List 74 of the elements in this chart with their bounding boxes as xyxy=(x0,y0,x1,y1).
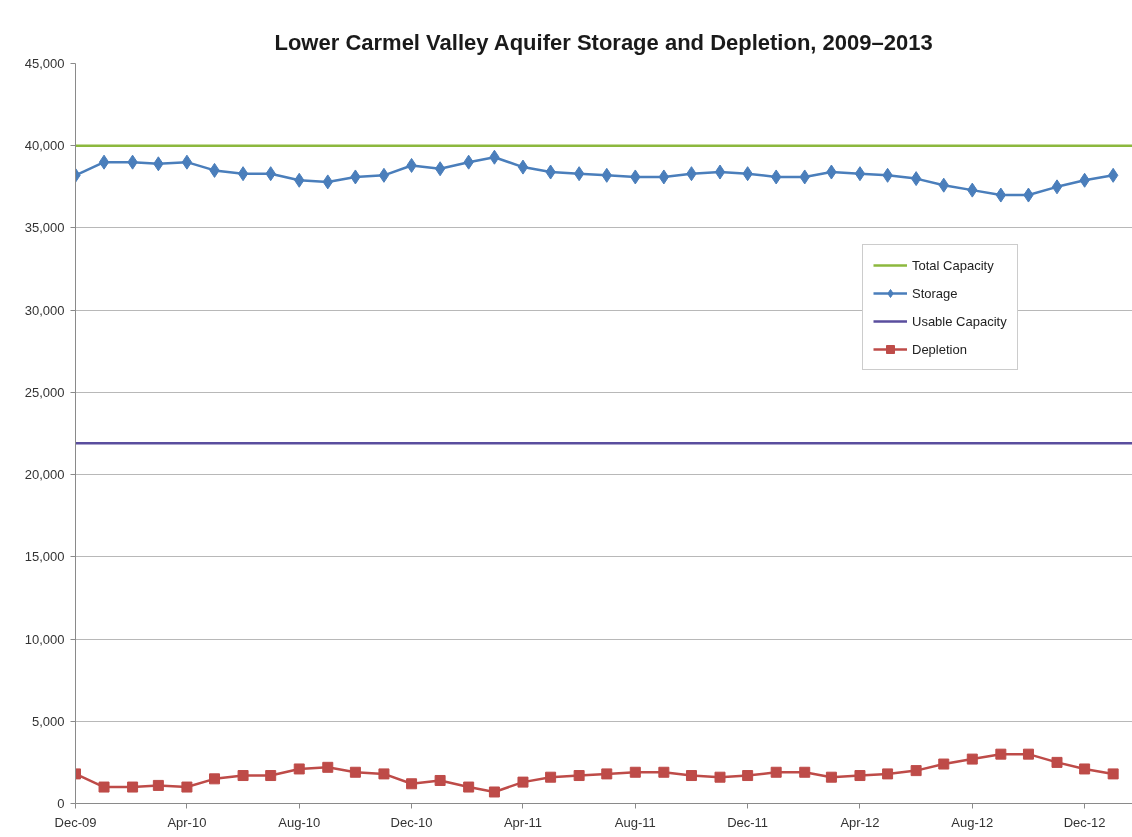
point xyxy=(463,781,475,793)
point xyxy=(1051,179,1063,195)
point xyxy=(378,167,390,183)
x-tick-label: Dec-12 xyxy=(1063,814,1106,830)
point xyxy=(127,781,139,793)
point xyxy=(573,770,585,782)
x-tick-label: Aug-10 xyxy=(278,814,321,830)
point xyxy=(181,781,193,793)
point xyxy=(517,776,529,788)
y-tick-label: 40,000 xyxy=(24,138,65,154)
point xyxy=(854,166,866,182)
point xyxy=(517,159,529,175)
y-tick-label: 15,000 xyxy=(24,549,65,565)
point xyxy=(1051,756,1063,768)
point xyxy=(799,766,811,778)
point xyxy=(629,766,641,778)
point xyxy=(293,763,305,775)
point xyxy=(209,773,221,785)
point xyxy=(714,164,726,180)
point xyxy=(349,766,361,778)
chart-title: Lower Carmel Valley Aquifer Storage and Depletion, 2009–2013 xyxy=(274,29,933,55)
point xyxy=(434,161,446,177)
point xyxy=(966,753,978,765)
x-tick-label: Aug-12 xyxy=(951,814,994,830)
x-tick-label: Dec-09 xyxy=(54,814,97,830)
point xyxy=(237,770,249,782)
y-tick-label: 25,000 xyxy=(24,384,65,400)
point xyxy=(98,154,110,170)
point xyxy=(545,771,557,783)
point xyxy=(378,768,390,780)
point xyxy=(938,758,950,770)
point xyxy=(854,770,866,782)
point xyxy=(825,771,837,783)
y-tick-label: 10,000 xyxy=(24,631,65,647)
x-tick-label: Aug-11 xyxy=(614,814,656,830)
point xyxy=(658,169,670,185)
point xyxy=(406,778,418,790)
y-tick-label: 0 xyxy=(57,796,65,811)
point xyxy=(770,766,782,778)
y-tick-label: 5,000 xyxy=(31,713,65,729)
point xyxy=(322,761,334,773)
point xyxy=(434,774,446,786)
point xyxy=(910,765,922,777)
x-tick-label: Apr-11 xyxy=(503,814,543,830)
point xyxy=(152,779,164,791)
point xyxy=(714,771,726,783)
point xyxy=(488,786,500,798)
point xyxy=(910,171,922,187)
x-tick-label: Dec-10 xyxy=(390,814,433,830)
legend-label: Usable Capacity xyxy=(912,313,1007,329)
x-tick-label: Apr-10 xyxy=(167,814,207,830)
y-tick-label: 45,000 xyxy=(24,56,65,71)
y-tick-label: 20,000 xyxy=(24,467,65,483)
y-tick-label: 35,000 xyxy=(24,220,65,236)
x-tick-label: Dec-11 xyxy=(727,814,769,830)
point xyxy=(1107,768,1119,780)
legend-label: Depletion xyxy=(912,341,967,357)
point xyxy=(658,766,670,778)
legend-label: Total Capacity xyxy=(912,257,994,273)
x-tick-label: Apr-12 xyxy=(840,814,880,830)
legend-label: Storage xyxy=(912,285,958,301)
point xyxy=(573,166,585,182)
point xyxy=(265,770,277,782)
point xyxy=(98,781,110,793)
point xyxy=(181,154,193,170)
y-tick-label: 30,000 xyxy=(24,302,65,318)
point xyxy=(882,768,894,780)
point xyxy=(995,748,1007,760)
point xyxy=(237,166,249,182)
point xyxy=(685,770,697,782)
point xyxy=(742,770,754,782)
point xyxy=(1079,763,1091,775)
point xyxy=(1022,748,1034,760)
point xyxy=(601,768,613,780)
